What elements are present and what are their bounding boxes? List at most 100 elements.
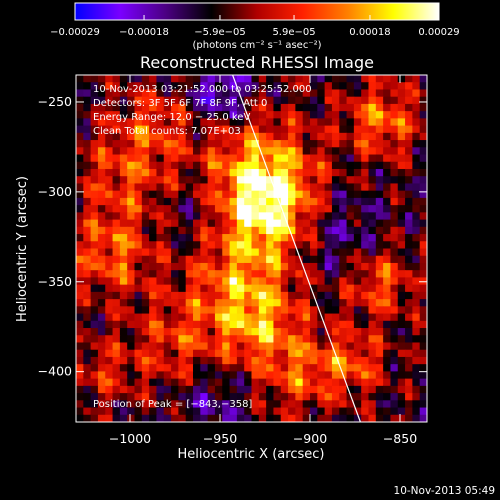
heatmap-cell: [76, 313, 84, 322]
heatmap-cell: [419, 385, 427, 394]
heatmap-cell: [317, 125, 326, 134]
heatmap-cell: [149, 140, 157, 148]
heatmap-cell: [163, 96, 172, 105]
heatmap-cell: [390, 212, 399, 221]
heatmap-cell: [397, 75, 406, 83]
heatmap-cell: [244, 277, 252, 286]
heatmap-cell: [295, 255, 304, 264]
heatmap-cell: [90, 385, 99, 394]
heatmap-cell: [83, 96, 92, 105]
heatmap-cell: [200, 248, 209, 257]
heatmap-cell: [375, 291, 384, 300]
heatmap-cell: [383, 299, 391, 307]
heatmap-cell: [185, 219, 194, 228]
heatmap-cell: [200, 320, 209, 329]
heatmap-cell: [266, 393, 274, 401]
heatmap-cell: [258, 176, 267, 184]
heatmap-cell: [266, 313, 274, 322]
heatmap-cell: [346, 132, 355, 141]
heatmap-cell: [163, 241, 172, 249]
heatmap-cell: [412, 241, 421, 249]
heatmap-cell: [171, 241, 179, 249]
heatmap-cell: [273, 335, 282, 343]
heatmap-cell: [317, 328, 326, 336]
heatmap-cell: [346, 371, 355, 380]
heatmap-cell: [171, 96, 179, 105]
heatmap-cell: [346, 212, 355, 221]
heatmap-cell: [119, 349, 128, 358]
heatmap-cell: [331, 320, 340, 329]
heatmap-cell: [200, 284, 209, 293]
heatmap-cell: [412, 299, 421, 307]
heatmap-cell: [207, 103, 216, 112]
heatmap-cell: [244, 82, 252, 90]
heatmap-cell: [207, 291, 216, 300]
heatmap-cell: [163, 125, 172, 134]
heatmap-cell: [375, 219, 384, 228]
heatmap-cell: [361, 183, 369, 192]
heatmap-cell: [280, 183, 289, 192]
heatmap-cell: [317, 111, 326, 119]
heatmap-cell: [127, 299, 135, 307]
heatmap-cell: [105, 291, 114, 300]
heatmap-cell: [244, 335, 252, 343]
heatmap-cell: [390, 161, 399, 170]
heatmap-cell: [149, 132, 157, 141]
heatmap-cell: [375, 255, 384, 264]
heatmap-cell: [251, 197, 260, 206]
heatmap-cell: [361, 197, 369, 206]
heatmap-cell: [127, 342, 135, 351]
heatmap-cell: [317, 385, 326, 394]
heatmap-cell: [222, 320, 231, 329]
heatmap-cell: [244, 356, 252, 365]
heatmap-cell: [141, 299, 150, 307]
heatmap-cell: [302, 248, 311, 257]
heatmap-cell: [331, 132, 340, 141]
heatmap-cell: [339, 89, 348, 98]
heatmap-cell: [390, 255, 399, 264]
heatmap-cell: [141, 364, 150, 372]
heatmap-cell: [149, 277, 157, 286]
heatmap-cell: [105, 320, 114, 329]
heatmap-cell: [90, 241, 99, 249]
heatmap-cell: [317, 407, 326, 416]
heatmap-cell: [273, 212, 282, 221]
heatmap-cell: [258, 262, 267, 271]
heatmap-cell: [200, 140, 209, 148]
heatmap-cell: [375, 349, 384, 358]
heatmap-cell: [149, 400, 157, 409]
heatmap-cell: [76, 393, 84, 401]
heatmap-cell: [141, 226, 150, 235]
heatmap-cell: [171, 356, 179, 365]
heatmap-cell: [302, 364, 311, 372]
heatmap-cell: [302, 125, 311, 134]
heatmap-cell: [97, 75, 106, 83]
heatmap-cell: [244, 328, 252, 336]
heatmap-cell: [412, 161, 421, 170]
heatmap-cell: [127, 161, 135, 170]
heatmap-cell: [339, 393, 348, 401]
heatmap-cell: [419, 356, 427, 365]
heatmap-cell: [390, 154, 399, 163]
heatmap-cell: [317, 75, 326, 83]
heatmap-cell: [310, 176, 318, 184]
heatmap-cell: [83, 82, 92, 90]
heatmap-cell: [112, 299, 121, 307]
heatmap-cell: [97, 320, 106, 329]
heatmap-cell: [214, 385, 223, 394]
heatmap-cell: [273, 140, 282, 148]
heatmap-cell: [273, 82, 282, 90]
heatmap-cell: [375, 248, 384, 257]
heatmap-cell: [331, 96, 340, 105]
heatmap-cell: [310, 371, 318, 380]
heatmap-cell: [127, 364, 135, 372]
heatmap-cell: [112, 349, 121, 358]
heatmap-cell: [244, 205, 252, 213]
heatmap-cell: [76, 349, 84, 358]
heatmap-cell: [346, 407, 355, 416]
heatmap-cell: [90, 89, 99, 98]
heatmap-cell: [368, 320, 377, 329]
heatmap-cell: [368, 407, 377, 416]
heatmap-cell: [119, 299, 128, 307]
heatmap-cell: [156, 356, 165, 365]
